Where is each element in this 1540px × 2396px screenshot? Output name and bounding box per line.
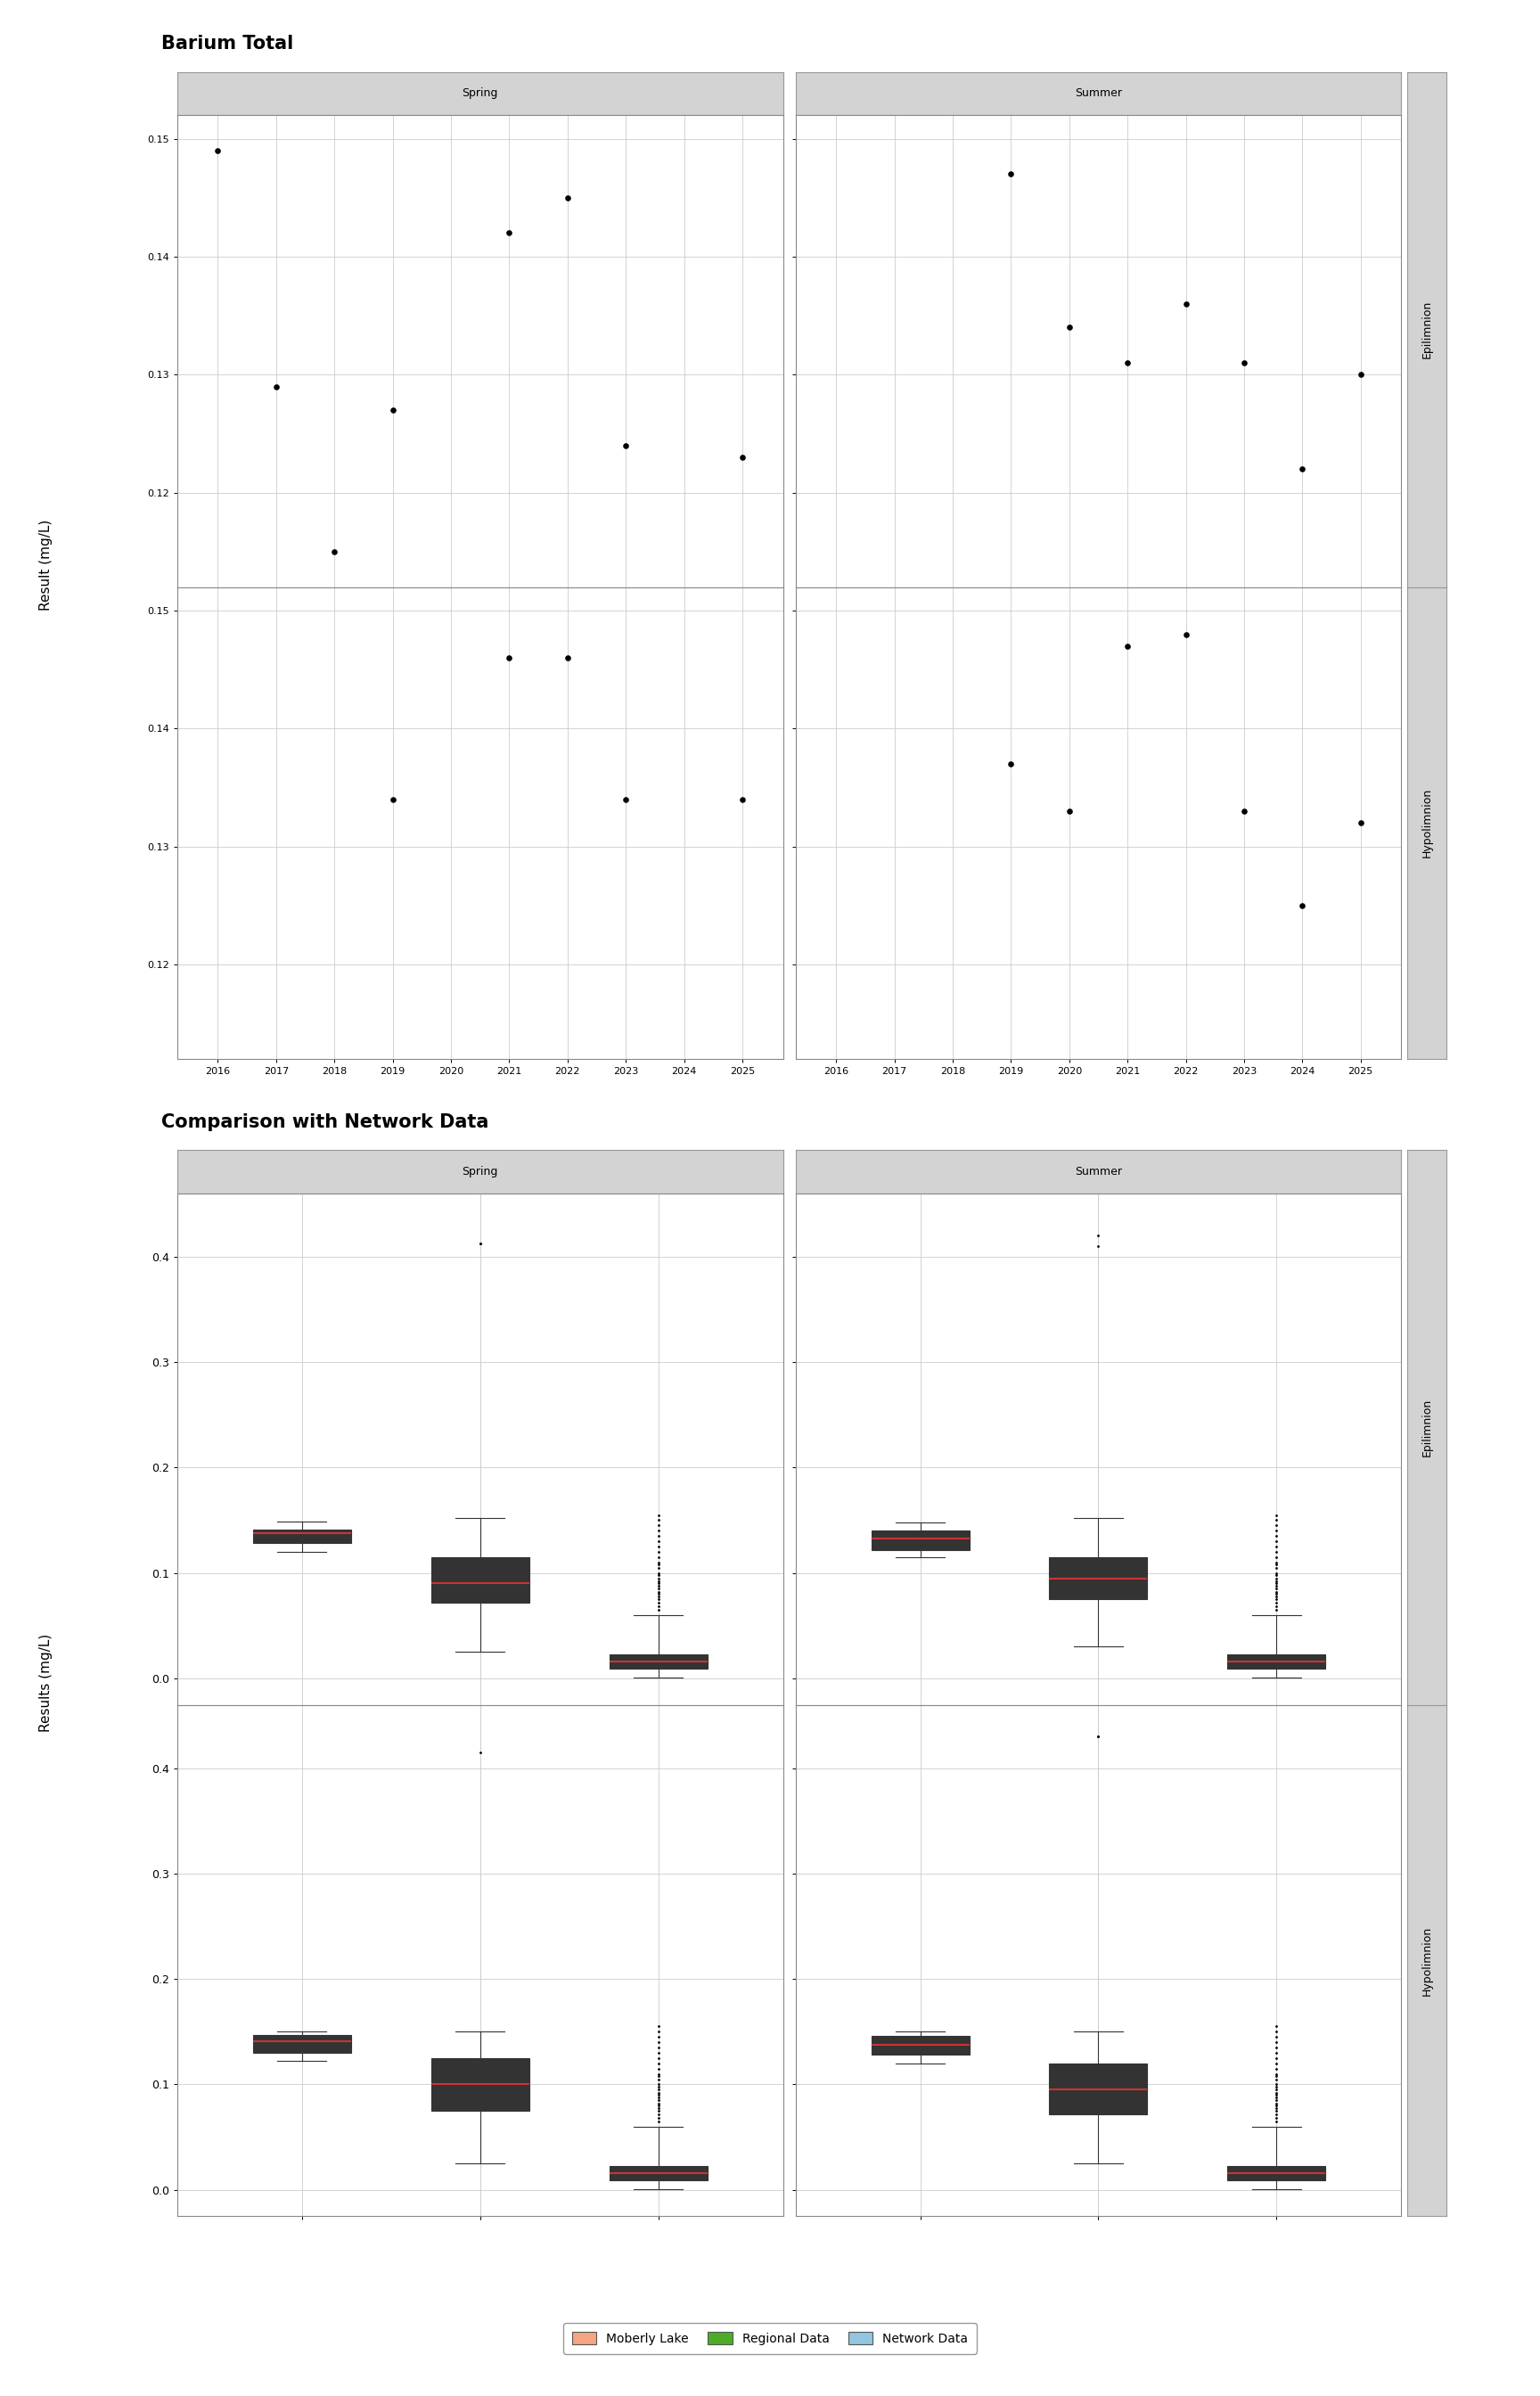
Point [322,532,346,570]
PathPatch shape [872,1531,969,1550]
Text: Epilimnion: Epilimnion [1421,300,1432,359]
Point [730,438,755,477]
Point [205,132,229,170]
Point [998,156,1023,194]
Point [1173,616,1198,654]
Point [556,177,581,216]
Point [263,367,288,405]
Text: Spring: Spring [462,89,497,98]
Text: Hypolimnion: Hypolimnion [1421,788,1432,858]
PathPatch shape [431,1557,530,1603]
Point [497,213,522,252]
Text: Results (mg/L): Results (mg/L) [40,1634,52,1732]
PathPatch shape [610,2166,707,2180]
PathPatch shape [431,2058,530,2111]
PathPatch shape [1049,2063,1147,2113]
Point [613,426,638,465]
Point [1115,343,1140,381]
Text: Summer: Summer [1075,89,1123,98]
Text: Hypolimnion: Hypolimnion [1421,1926,1432,1996]
Point [1291,450,1315,489]
Point [1115,628,1140,666]
PathPatch shape [253,1529,351,1543]
Point [1056,793,1081,831]
PathPatch shape [1227,1653,1326,1670]
Point [556,640,581,678]
Text: Barium Total: Barium Total [162,36,294,53]
Text: Summer: Summer [1075,1167,1123,1176]
PathPatch shape [1227,2166,1326,2180]
Point [380,391,405,429]
Point [998,745,1023,783]
Text: Result (mg/L): Result (mg/L) [40,520,52,611]
Point [1291,887,1315,925]
Point [1349,803,1374,841]
PathPatch shape [872,2037,969,2056]
Point [1232,343,1257,381]
PathPatch shape [1049,1557,1147,1598]
Text: Comparison with Network Data: Comparison with Network Data [162,1114,490,1131]
Text: Spring: Spring [462,1167,497,1176]
Text: Epilimnion: Epilimnion [1421,1399,1432,1457]
PathPatch shape [610,1653,707,1670]
Point [730,781,755,819]
Point [1232,793,1257,831]
Point [380,781,405,819]
Legend: Moberly Lake, Regional Data, Network Data: Moberly Lake, Regional Data, Network Dat… [564,2324,976,2353]
PathPatch shape [253,2034,351,2053]
Point [1056,309,1081,347]
Point [613,781,638,819]
Point [1173,285,1198,323]
Point [497,640,522,678]
Point [1349,355,1374,393]
